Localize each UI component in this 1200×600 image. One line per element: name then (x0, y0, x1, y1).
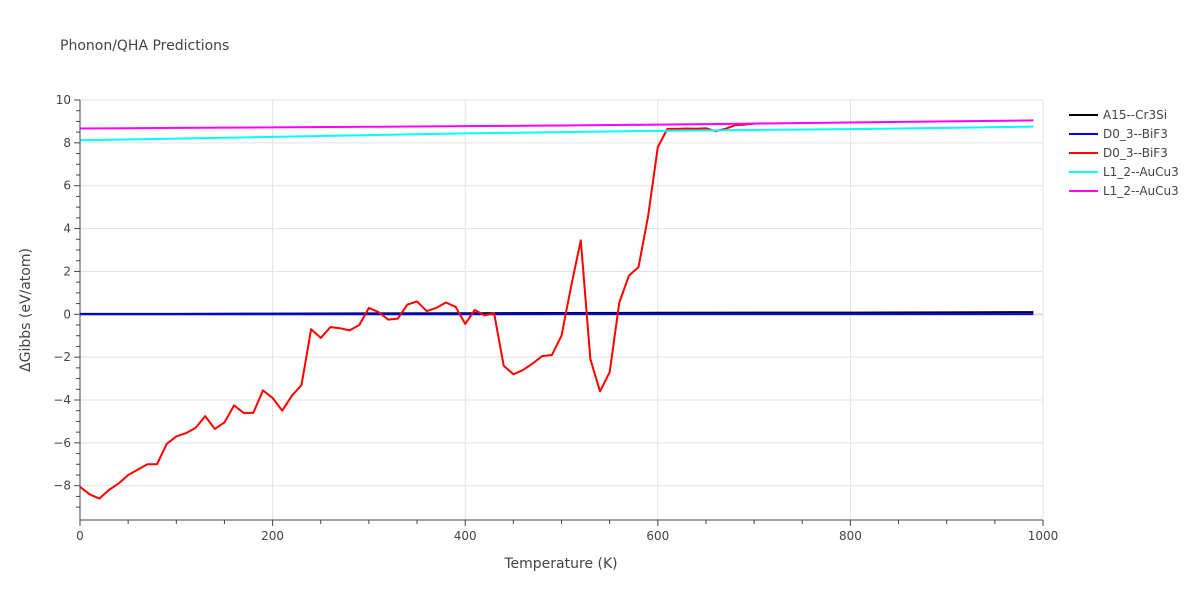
legend-item-0[interactable]: A15--Cr3Si (1069, 108, 1167, 122)
legend-label: L1_2--AuCu3 (1103, 184, 1179, 198)
series-layer (79, 119, 1034, 500)
x-tick-label: 1000 (1028, 529, 1059, 543)
y-tick-label: 2 (63, 264, 71, 278)
series-line-4[interactable] (79, 119, 1034, 130)
y-axis-label: ΔGibbs (eV/atom) (18, 248, 34, 372)
series-line-2[interactable] (79, 122, 755, 500)
y-tick-label: −6 (53, 436, 71, 450)
x-axis-label: Temperature (K) (503, 556, 617, 572)
x-tick-label: 0 (76, 529, 84, 543)
y-tick-label: 4 (63, 222, 71, 236)
x-tick-label: 600 (646, 529, 669, 543)
grid-layer (80, 99, 1044, 520)
x-tick-label: 400 (454, 529, 477, 543)
x-tick-label: 200 (261, 529, 284, 543)
x-tick-label: 800 (839, 529, 862, 543)
legend-item-2[interactable]: D0_3--BiF3 (1069, 146, 1168, 160)
y-tick-label: −4 (53, 393, 71, 407)
series-line-3[interactable] (79, 125, 1034, 142)
y-tick-label: 0 (63, 307, 71, 321)
y-tick-label: 10 (56, 93, 71, 107)
y-tick-label: −8 (53, 479, 71, 493)
axes-layer: 0 200 400 600 800 1000 −8 −6 −4 −2 0 2 4 6 8 10 (53, 93, 1058, 543)
legend-label: A15--Cr3Si (1103, 108, 1167, 122)
y-tick-label: 8 (63, 136, 71, 150)
legend-label: L1_2--AuCu3 (1103, 165, 1179, 179)
y-tick-label: −2 (53, 350, 71, 364)
legend-label: D0_3--BiF3 (1103, 146, 1168, 160)
legend-item-3[interactable]: L1_2--AuCu3 (1069, 165, 1179, 179)
legend-item-1[interactable]: D0_3--BiF3 (1069, 127, 1168, 141)
legend-item-4[interactable]: L1_2--AuCu3 (1069, 184, 1179, 198)
legend[interactable]: A15--Cr3Si D0_3--BiF3 D0_3--BiF3 L1_2--AuCu… (1069, 108, 1179, 198)
legend-label: D0_3--BiF3 (1103, 127, 1168, 141)
y-tick-label: 6 (63, 179, 71, 193)
chart-title: Phonon/QHA Predictions (60, 38, 229, 54)
